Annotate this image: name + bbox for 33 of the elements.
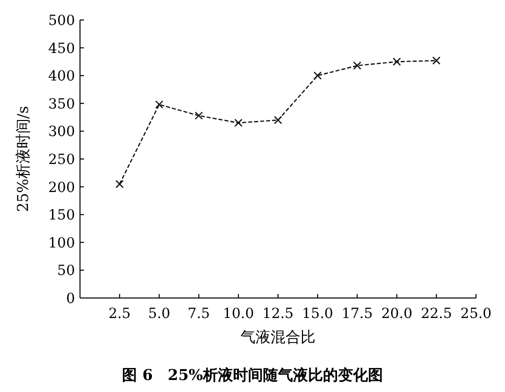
x-tick-label: 25.0 — [460, 306, 492, 322]
y-tick-label: 150 — [48, 208, 75, 224]
x-tick-label: 5.0 — [148, 306, 170, 322]
point — [155, 100, 164, 109]
point — [392, 58, 401, 66]
y-tick-label: 250 — [48, 152, 75, 168]
y-tick-label: 50 — [57, 263, 75, 280]
text: 图 6 25%析液时间随气液比的变化图 — [122, 366, 383, 384]
y-axis-title: 25%析液时间/s — [14, 106, 32, 212]
point — [116, 180, 124, 188]
point — [274, 116, 282, 124]
y-tick-label: 350 — [48, 96, 75, 112]
point — [234, 118, 242, 127]
point — [432, 56, 440, 65]
x-axis-title: 气液混合比 — [240, 328, 316, 346]
point — [314, 72, 322, 80]
point — [353, 61, 362, 70]
x-tick-label: 22.5 — [420, 306, 452, 322]
x-tick-label: 15.0 — [302, 306, 334, 322]
x-tick-label: 2.5 — [108, 306, 131, 322]
y-tick-label: 500 — [48, 13, 75, 29]
y-tick-label: 400 — [48, 68, 75, 85]
y-tick-label: 200 — [48, 180, 75, 196]
y-tick-label: 100 — [48, 235, 75, 252]
y-tick-label: 0 — [66, 291, 75, 307]
y-tick-label: 450 — [48, 40, 75, 57]
x-tick-label: 10.0 — [222, 306, 254, 322]
x-tick-label: 20.0 — [381, 306, 412, 322]
x-tick-label: 17.5 — [342, 306, 373, 322]
x-tick-label: 7.5 — [188, 306, 210, 322]
y-tick-label: 300 — [48, 124, 75, 140]
x-tick-label: 12.5 — [262, 306, 294, 322]
point — [194, 112, 203, 120]
